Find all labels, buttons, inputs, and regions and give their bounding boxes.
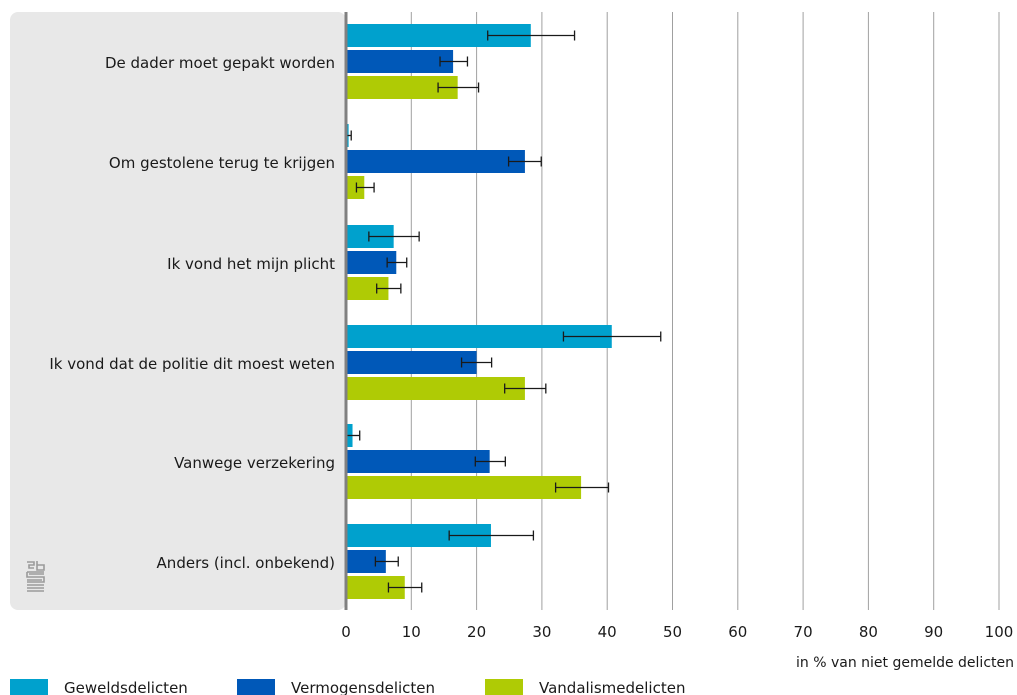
error-bar	[474, 456, 506, 467]
bar	[346, 476, 582, 499]
gridlines	[410, 12, 1000, 610]
error-bar	[448, 530, 535, 541]
legend-swatch	[10, 679, 48, 695]
error-bar	[387, 582, 423, 593]
error-bar	[504, 383, 547, 394]
error-bar	[460, 357, 493, 368]
error-bar	[507, 156, 542, 167]
cbs-logo-icon	[26, 561, 45, 592]
error-bar	[487, 30, 576, 41]
error-bar	[376, 283, 402, 294]
error-bar	[437, 82, 480, 93]
x-tick-label: 60	[728, 623, 747, 641]
bar	[346, 50, 454, 73]
x-tick-label: 40	[598, 623, 617, 641]
error-bar	[554, 482, 610, 493]
x-axis-title: in % van niet gemelde delicten	[796, 655, 1014, 671]
x-tick-label: 90	[924, 623, 943, 641]
error-bars	[345, 30, 662, 593]
error-bar	[386, 257, 408, 268]
x-tick-label: 20	[467, 623, 486, 641]
error-bar	[374, 556, 399, 567]
x-tick-label: 80	[859, 623, 878, 641]
category-label: Anders (incl. onbekend)	[157, 554, 335, 572]
bar	[346, 450, 490, 473]
category-label: Vanwege verzekering	[174, 454, 335, 472]
bar	[346, 176, 365, 199]
legend-swatch	[485, 679, 523, 695]
label-panel	[10, 12, 346, 610]
x-tick-label: 100	[985, 623, 1014, 641]
bar	[346, 325, 612, 348]
category-label: Om gestolene terug te krijgen	[109, 154, 335, 172]
bars	[346, 24, 612, 599]
x-tick-label: 70	[794, 623, 813, 641]
error-bar	[562, 331, 662, 342]
bar	[346, 24, 531, 47]
bar	[346, 76, 458, 99]
legend-label: Vandalismedelicten	[539, 679, 685, 695]
legend-swatch	[237, 679, 275, 695]
legend-label: Geweldsdelicten	[64, 679, 188, 695]
category-labels: De dader moet gepakt worden Om gestolene …	[49, 54, 335, 572]
x-tick-label: 10	[402, 623, 421, 641]
category-label: De dader moet gepakt worden	[105, 54, 335, 72]
x-tick-label: 30	[532, 623, 551, 641]
error-bar	[368, 231, 420, 242]
x-tick-labels: 0 10 20 30 40 50 60 70 80 90 100	[341, 623, 1013, 641]
category-label: Ik vond dat de politie dit moest weten	[49, 355, 335, 373]
bar	[346, 377, 525, 400]
legend: Geweldsdelicten Vermogensdelicten Vandalis…	[10, 679, 685, 695]
error-bar	[355, 182, 375, 193]
bar	[346, 251, 397, 274]
bar	[346, 351, 477, 374]
x-tick-label: 0	[341, 623, 351, 641]
bar	[346, 150, 525, 173]
bar	[346, 277, 389, 300]
legend-label: Vermogensdelicten	[291, 679, 435, 695]
bar	[346, 550, 386, 573]
x-tick-label: 50	[663, 623, 682, 641]
error-bar	[439, 56, 469, 67]
category-label: Ik vond het mijn plicht	[167, 255, 335, 273]
bar	[346, 576, 405, 599]
bar	[346, 524, 491, 547]
